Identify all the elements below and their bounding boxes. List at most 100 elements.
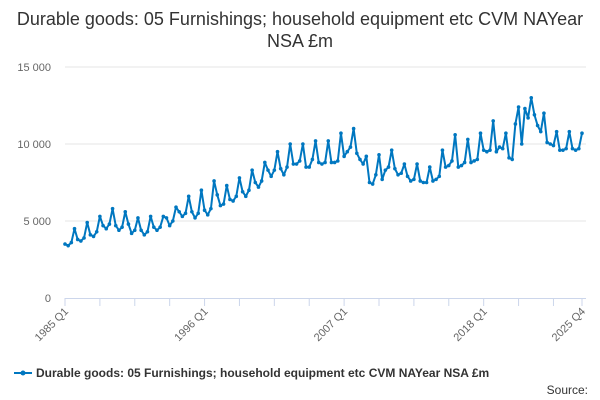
data-point [66, 243, 70, 248]
data-point [358, 157, 362, 162]
legend-label: Durable goods: 05 Furnishings; household… [36, 366, 490, 380]
data-point [542, 111, 546, 115]
data-point [402, 162, 407, 166]
data-point [79, 239, 83, 243]
data-point [288, 142, 292, 146]
data-point [332, 160, 337, 165]
data-point [259, 179, 264, 183]
data-point [377, 152, 381, 157]
data-point [456, 165, 461, 169]
data-point [256, 185, 261, 189]
data-point [329, 160, 334, 165]
data-point [367, 180, 372, 185]
data-point [224, 183, 229, 188]
data-point [209, 206, 213, 211]
data-point [424, 180, 429, 185]
data-point [253, 180, 258, 185]
data-point [228, 197, 232, 202]
data-point [488, 148, 492, 152]
data-point [117, 228, 121, 233]
data-point [370, 182, 375, 186]
y-tick-label: 5 000 [23, 216, 51, 228]
data-point [98, 214, 102, 219]
data-point [240, 189, 245, 194]
data-point [85, 220, 90, 225]
data-point [250, 168, 254, 172]
data-point [231, 199, 235, 203]
data-point [142, 233, 147, 237]
data-point [75, 237, 80, 242]
legend-item[interactable]: Durable goods: 05 Furnishings; household… [14, 366, 489, 380]
data-point [183, 211, 188, 216]
data-point [519, 142, 524, 146]
data-point [126, 222, 131, 226]
data-point [307, 165, 312, 169]
data-point [282, 173, 286, 177]
data-point [383, 168, 388, 172]
data-point [573, 148, 578, 152]
source-label: Source: [546, 383, 588, 397]
data-point [285, 165, 289, 169]
data-point [551, 143, 556, 148]
data-point [507, 156, 511, 160]
y-tick-label: 15 000 [17, 62, 51, 74]
data-point [193, 216, 197, 220]
data-point [431, 179, 435, 183]
data-point [440, 148, 445, 152]
data-point [212, 179, 216, 183]
data-point [180, 214, 185, 219]
data-point [63, 242, 67, 246]
data-point [453, 132, 457, 137]
data-point [320, 162, 324, 166]
data-point [485, 149, 489, 154]
data-point [526, 116, 530, 120]
data-point [529, 96, 534, 100]
data-point [234, 194, 239, 199]
data-point [266, 168, 270, 172]
data-point [136, 216, 140, 220]
data-point [177, 209, 181, 214]
data-point [355, 151, 359, 156]
data-point [345, 149, 350, 154]
data-point [275, 149, 280, 154]
data-point [399, 171, 404, 176]
data-point [421, 180, 426, 185]
x-tick-label: 1985 Q1 [33, 306, 71, 344]
data-point [263, 160, 267, 165]
data-point [323, 160, 327, 165]
data-point [132, 228, 137, 233]
data-point [152, 225, 156, 229]
data-point [310, 157, 315, 162]
data-point [389, 148, 394, 152]
data-point [510, 157, 515, 162]
data-point [145, 229, 150, 234]
data-point [94, 229, 99, 234]
data-point [186, 194, 191, 199]
data-point [561, 148, 565, 152]
data-point [459, 163, 464, 168]
data-point [466, 137, 470, 142]
data-point [164, 216, 169, 220]
chart-title: Durable goods: 05 Furnishings; household… [16, 9, 584, 51]
x-tick-label: 2007 Q1 [312, 306, 350, 344]
data-point [301, 142, 305, 146]
data-point [129, 231, 134, 236]
data-point [221, 202, 226, 206]
data-point [427, 165, 432, 169]
data-point [513, 122, 518, 126]
data-point [110, 206, 115, 211]
data-point [69, 240, 74, 245]
data-point [396, 173, 400, 177]
data-point [199, 188, 204, 192]
data-point [158, 225, 162, 229]
data-point [139, 228, 143, 233]
data-point [437, 174, 442, 179]
data-point [418, 179, 423, 183]
data-point [469, 160, 473, 165]
data-point [364, 154, 369, 159]
series-line [64, 96, 583, 247]
data-point [243, 194, 248, 199]
data-point [278, 166, 283, 171]
data-point [523, 106, 527, 111]
data-point [434, 177, 438, 182]
